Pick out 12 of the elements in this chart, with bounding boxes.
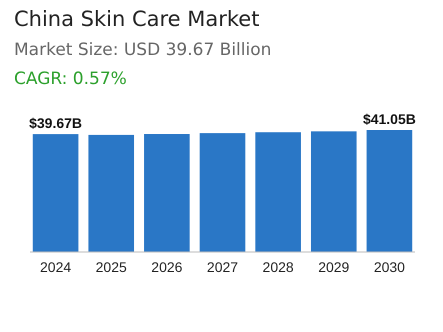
chart-title: China Skin Care Market [14,7,260,31]
data-label: $39.67B [29,115,82,132]
x-tick-label: 2027 [206,259,238,275]
text: CAGR: 0.57% [14,69,127,89]
x-tick-label: 2028 [262,259,294,275]
chart-subtitle: Market Size: USD 39.67 Billion [14,40,272,60]
data-label: $41.05B [362,111,416,127]
x-tick-label: 2026 [151,259,183,275]
x-tick-label: 2030 [374,259,406,275]
x-tick-label: 2025 [96,259,128,275]
x-tick-label: 2024 [40,259,72,275]
x-tick-label: 2029 [318,259,350,275]
